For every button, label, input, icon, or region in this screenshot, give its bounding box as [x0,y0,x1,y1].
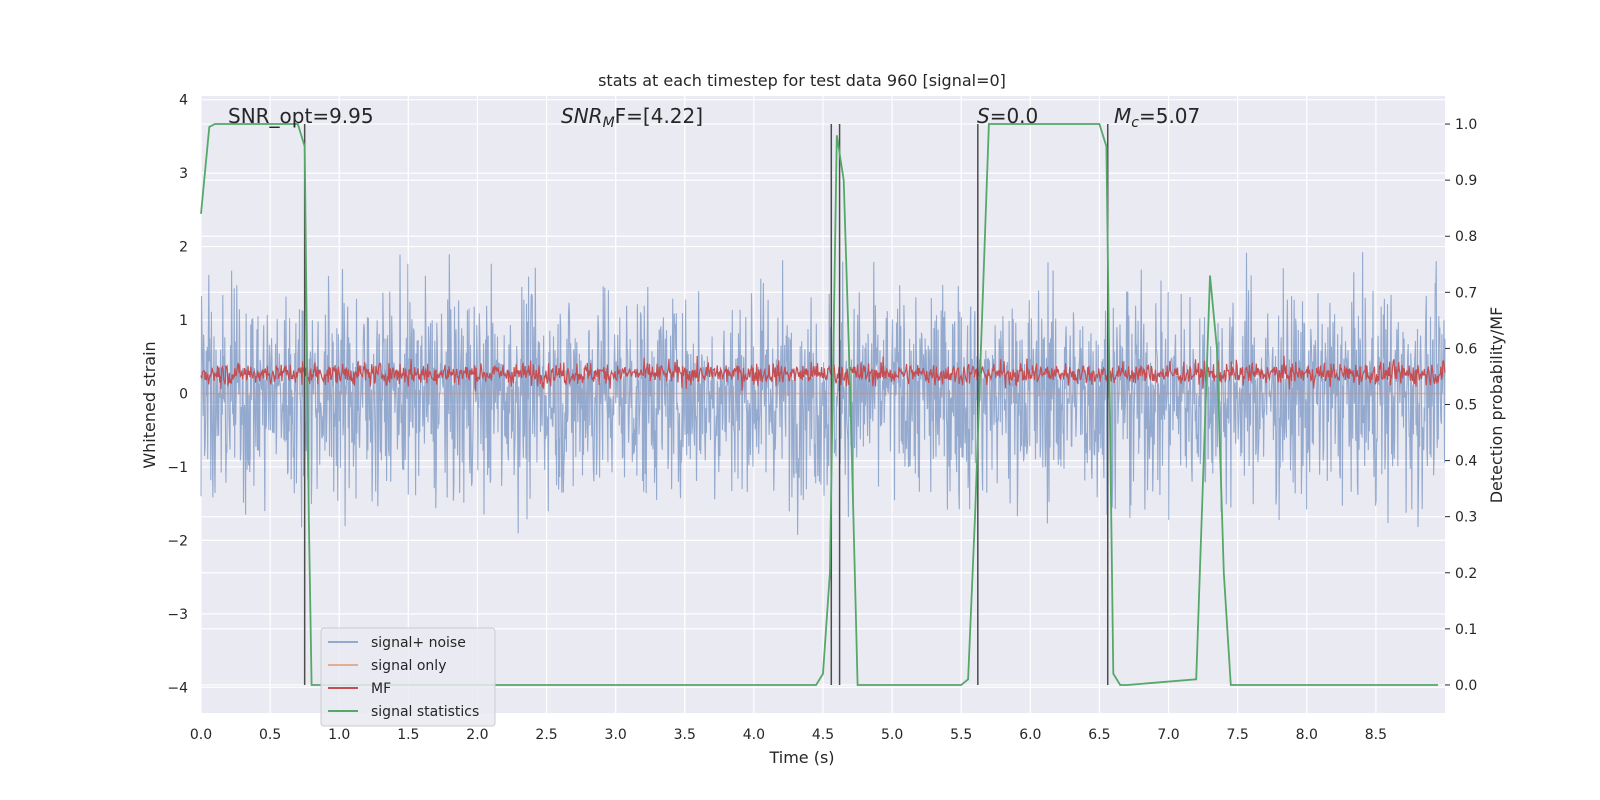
x-axis-ticks: 0.0 0.5 1.0 1.5 2.0 2.5 3.0 3.5 4.0 4.5 5.0 5.5 6.0 6… [190,727,1387,743]
annotation-mc: Mc=5.07 [1114,104,1200,131]
legend-box [320,627,496,727]
x-tick-label: 7.0 [1157,727,1179,743]
series-signal-statistics [200,123,1439,686]
y2-axis-label: Detection probability/MF [1487,307,1506,504]
y2-tick-label: 0.7 [1455,285,1477,301]
y-tick-label: −3 [167,607,188,623]
x-tick-label: 7.5 [1227,727,1249,743]
annotation-snr-mf-sub: M [603,115,615,131]
x-tick-label: 4.0 [743,727,765,743]
x-tick-label: 0.0 [190,727,212,743]
x-tick-label: 6.0 [1019,727,1041,743]
y2-tick-label: 0.4 [1455,454,1477,470]
y-tick-label: 0 [179,386,188,402]
legend-label: MF [371,681,391,697]
annotation-mc-suffix: =5.07 [1139,104,1200,128]
annotation-mc-prefix: M [1114,104,1131,128]
x-tick-label: 4.5 [812,727,834,743]
y-tick-label: 2 [179,240,188,256]
x-tick-label: 3.0 [605,727,627,743]
y-axis-label: Whitened strain [140,341,159,468]
y2-tick-label: 0.0 [1455,678,1477,694]
annotation-snr-mf-prefix: SNR [561,104,603,128]
y-tick-label: −1 [167,460,188,476]
y2-tick-label: 0.2 [1455,566,1477,582]
y2-tick-label: 1.0 [1455,117,1477,133]
x-tick-label: 2.5 [535,727,557,743]
annotation-s: S=0.0 [977,104,1038,128]
annotation-s-suffix: =0.0 [990,104,1039,128]
legend-label: signal only [371,658,446,674]
mf-line [200,355,1446,392]
x-tick-label: 1.0 [328,727,350,743]
x-tick-label: 8.0 [1296,727,1318,743]
y-tick-label: 3 [179,166,188,182]
series-signal-noise [200,252,1446,535]
y-tick-label: 4 [179,93,188,109]
y-axis-ticks: 4 3 2 1 0 −1 −2 −3 −4 [167,93,188,697]
y2-axis-ticks: 1.0 0.9 0.8 0.7 0.6 0.5 0.4 0.3 0.2 0.1 0.0 [1445,117,1477,694]
annotation-snr-opt: SNR_opt=9.95 [228,104,374,128]
x-tick-label: 6.5 [1088,727,1110,743]
x-tick-label: 2.0 [466,727,488,743]
x-axis-label: Time (s) [768,748,834,767]
y2-tick-label: 0.9 [1455,173,1477,189]
x-tick-label: 5.0 [881,727,903,743]
legend: signal+ noise signal only MF signal statist… [320,627,496,727]
x-tick-label: 8.5 [1365,727,1387,743]
y2-tick-label: 0.8 [1455,229,1477,245]
y-tick-label: −2 [167,533,188,549]
chart-title: stats at each timestep for test data 960… [598,71,1006,90]
y2-tick-label: 0.5 [1455,398,1477,414]
y2-tick-label: 0.6 [1455,341,1477,357]
series-mf [200,355,1446,392]
annotation-snr-mf: SNRMF=[4.22] [561,104,703,131]
y2-tick-label: 0.1 [1455,622,1477,638]
legend-label: signal statistics [371,704,479,720]
signal-statistics-line [200,123,1439,686]
x-tick-label: 0.5 [259,727,281,743]
x-tick-label: 5.5 [950,727,972,743]
y2-tick-label: 0.3 [1455,510,1477,526]
y-tick-label: 1 [179,313,188,329]
signal-noise-line [200,252,1446,535]
x-tick-label: 1.5 [397,727,419,743]
annotation-mc-sub: c [1131,115,1139,131]
x-tick-label: 3.5 [674,727,696,743]
y-tick-label: −4 [167,680,188,696]
legend-label: signal+ noise [371,635,466,651]
annotation-snr-mf-suffix: F=[4.22] [615,104,703,128]
annotation-s-prefix: S [977,104,990,128]
